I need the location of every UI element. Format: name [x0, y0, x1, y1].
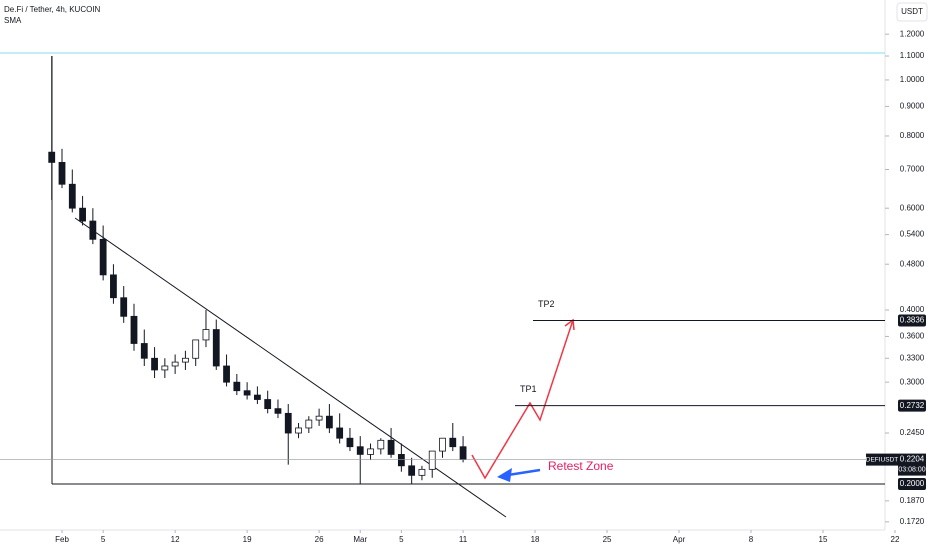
candle-body [182, 357, 189, 363]
currency-button[interactable] [896, 2, 928, 22]
candle-body [110, 274, 117, 299]
candle-body [243, 390, 251, 396]
y-tick-label: 1.0000 [900, 75, 925, 84]
candle-body [223, 365, 230, 383]
y-tick-label: 0.3000 [900, 377, 925, 386]
level-label: 0.3836 [900, 316, 925, 325]
countdown: 03:08:00 [898, 466, 925, 473]
candle-body [418, 468, 426, 476]
x-tick-label: 15 [819, 535, 828, 544]
x-tick-label: 19 [243, 535, 252, 544]
level-label: 0.2000 [900, 479, 925, 488]
candle-body [284, 412, 292, 434]
annotation: Retest Zone [548, 459, 614, 473]
candle-body [120, 297, 128, 317]
x-tick-label: 8 [749, 535, 754, 544]
candle-body [315, 415, 323, 421]
candle-body [305, 419, 313, 429]
x-tick-label: 5 [399, 535, 404, 544]
candle-body [130, 315, 138, 344]
y-tick-label: 1.1000 [900, 51, 925, 60]
candle-body [325, 415, 333, 429]
chart-title: De.Fi / Tether, 4h, KUCOIN [4, 5, 101, 14]
projection-path [471, 319, 574, 480]
level-name: TP2 [538, 299, 555, 309]
currency-button-label[interactable]: USDT [901, 7, 923, 16]
candle-body [439, 437, 446, 452]
retest-arrow [507, 468, 541, 477]
indicator-label: SMA [4, 16, 22, 25]
candle-body [377, 439, 385, 450]
level-box [898, 314, 926, 327]
y-tick-label: 0.9000 [900, 102, 925, 111]
x-tick-label: 11 [459, 535, 468, 544]
x-tick-label: Feb [55, 535, 69, 544]
candle-body [233, 381, 241, 392]
candle-body [171, 361, 179, 367]
x-tick-label: Mar [353, 535, 367, 544]
candle-body [356, 446, 364, 455]
candle-body [140, 343, 148, 359]
candle-body [367, 448, 374, 455]
candle-body [336, 427, 344, 439]
x-tick-label: 26 [315, 535, 324, 544]
candle-body [79, 207, 86, 222]
candle-body [151, 357, 158, 371]
symbol-label: DEFIUSDT [866, 456, 899, 463]
candle-body [202, 329, 210, 341]
symbol-box [866, 453, 898, 466]
level-box [898, 399, 926, 412]
x-tick-label: 18 [531, 535, 540, 544]
candle-body [408, 465, 416, 476]
y-tick-label: 1.2000 [900, 29, 925, 38]
y-tick-label: 0.4000 [900, 305, 925, 314]
y-tick-label: 0.3600 [900, 332, 925, 341]
candle-body [89, 220, 97, 240]
candle-body [264, 399, 272, 410]
candle-body [459, 446, 467, 460]
y-tick-label: 0.2450 [900, 428, 925, 437]
x-tick-label: 25 [603, 535, 612, 544]
y-tick-label: 0.6000 [900, 203, 925, 212]
last-price-label: 0.2204 [900, 455, 925, 464]
x-tick-label: 22 [891, 535, 900, 544]
candle-body [428, 450, 436, 470]
y-tick-label: 0.1720 [900, 517, 925, 526]
candle-body [449, 437, 457, 448]
candle-body [397, 454, 405, 467]
y-tick-label: 0.1870 [900, 496, 925, 505]
y-tick-label: 0.8000 [900, 131, 925, 140]
y-tick-label: 0.4800 [900, 259, 925, 268]
candle-body [387, 439, 395, 455]
level-name: TP1 [520, 384, 537, 394]
retest-arrowhead [497, 468, 512, 482]
x-tick-label: 5 [101, 535, 106, 544]
y-tick-label: 0.7000 [900, 165, 925, 174]
y-tick-label: 0.3300 [900, 353, 925, 362]
level-label: 0.2732 [900, 401, 925, 410]
candle-body [192, 339, 200, 359]
x-tick-label: 12 [171, 535, 180, 544]
y-tick-label: 0.5400 [900, 230, 925, 239]
candle-body [99, 238, 107, 276]
x-tick-label: Apr [673, 535, 686, 544]
level-box [898, 477, 926, 490]
candle-body [295, 427, 302, 434]
candle-body [161, 365, 169, 371]
candle-body [68, 183, 76, 209]
candle-body [212, 329, 220, 367]
candle-body [58, 162, 66, 185]
last-price-box [898, 453, 926, 476]
candle-body [346, 437, 354, 448]
candle-body [253, 394, 261, 400]
candle-body [274, 408, 282, 414]
